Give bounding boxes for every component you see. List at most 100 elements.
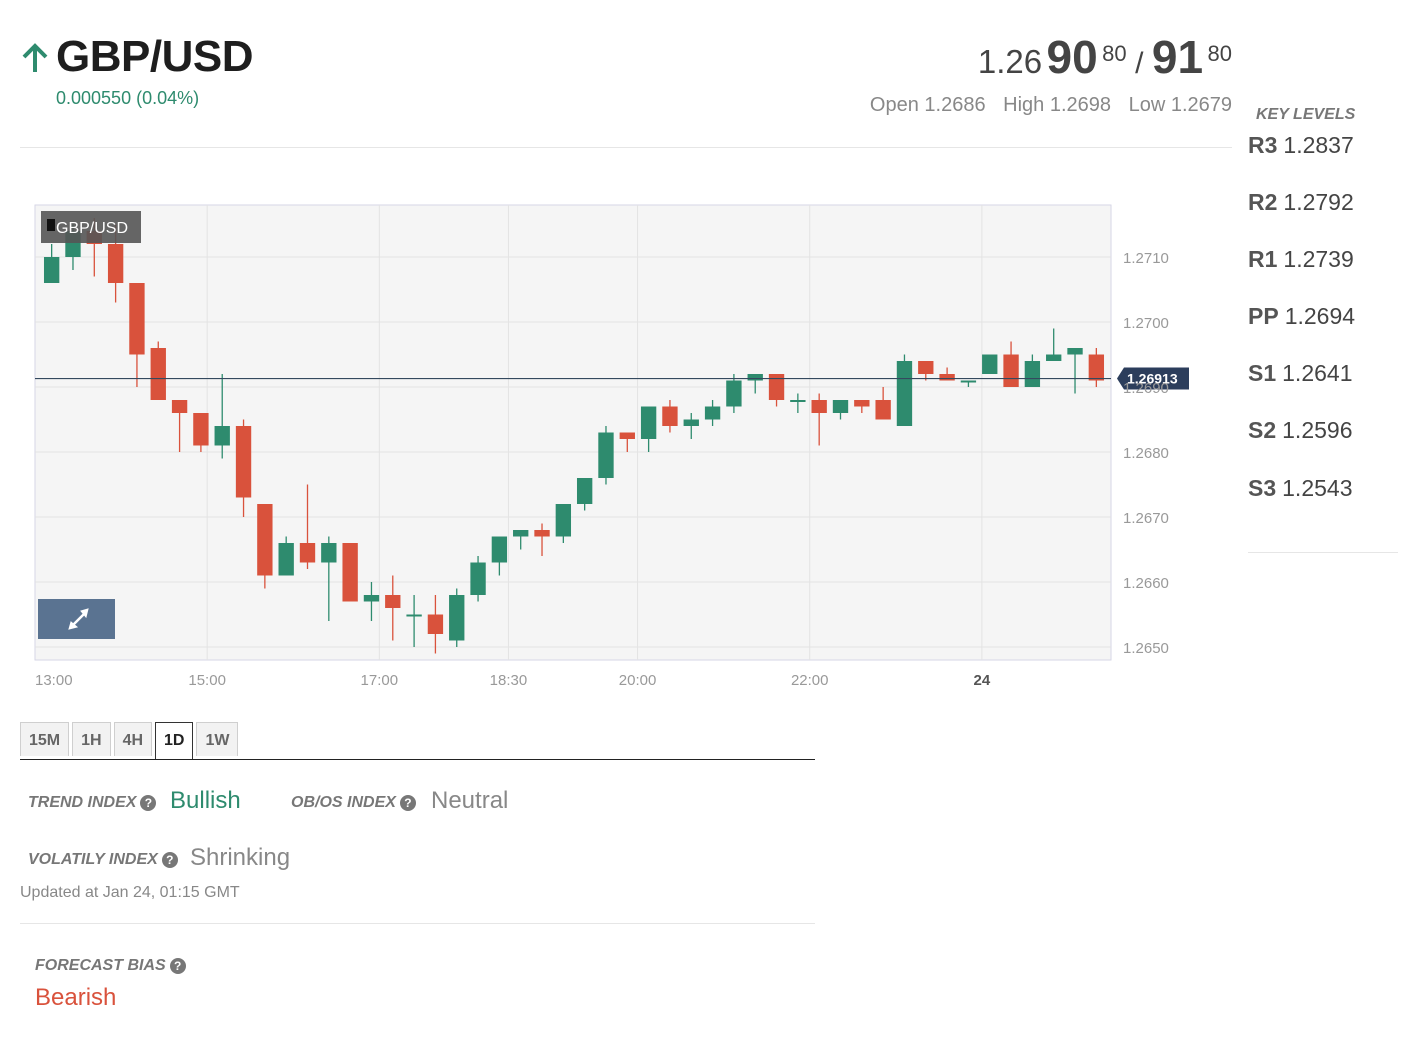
candle <box>704 400 721 426</box>
candle-body <box>321 543 337 563</box>
candle-body <box>790 400 806 402</box>
candle-body <box>896 361 913 426</box>
candle-body <box>982 354 998 374</box>
candle <box>960 380 977 387</box>
volatility-index-label: VOLATILY INDEX? <box>28 851 178 869</box>
candle <box>43 244 60 283</box>
key-level-name: R2 <box>1248 189 1278 215</box>
tab-4h[interactable]: 4H <box>113 722 153 756</box>
candle-body <box>1003 354 1019 387</box>
y-tick-label: 1.2670 <box>1123 510 1169 527</box>
candle <box>321 536 337 621</box>
tab-1w[interactable]: 1W <box>196 722 239 756</box>
candle <box>363 582 380 621</box>
forecast-bias-text: FORECAST BIAS <box>35 957 166 974</box>
key-level-s3: S3 1.2543 <box>1248 475 1353 502</box>
key-level-name: PP <box>1248 303 1279 329</box>
candle <box>171 400 188 452</box>
low-value: Low 1.2679 <box>1128 94 1232 116</box>
ask-big: 91 <box>1151 31 1204 83</box>
key-level-name: R1 <box>1248 246 1278 272</box>
candle <box>299 484 316 569</box>
candle-body <box>449 595 465 641</box>
question-icon[interactable]: ? <box>399 794 416 811</box>
tab-1h[interactable]: 1H <box>72 722 111 756</box>
candle <box>896 354 913 426</box>
candle <box>470 556 486 602</box>
candle <box>1046 328 1062 361</box>
candle <box>193 413 209 452</box>
candle <box>1067 348 1083 394</box>
key-levels-title: KEY LEVELS <box>1256 106 1356 123</box>
candle-body <box>1088 354 1105 381</box>
candle <box>982 354 998 374</box>
candle <box>576 478 593 511</box>
candle-body <box>576 478 593 504</box>
candle-body <box>470 562 486 595</box>
candle-body <box>107 244 124 283</box>
candle-body <box>513 530 529 537</box>
candle <box>747 374 763 394</box>
y-tick-label: 1.2700 <box>1123 315 1169 332</box>
arrow-up-icon <box>22 43 48 72</box>
key-level-name: R3 <box>1248 132 1278 158</box>
candle-body <box>171 400 188 413</box>
candle-body <box>214 426 230 446</box>
candle <box>662 400 678 433</box>
candle-body <box>150 348 166 400</box>
candle-body <box>342 543 358 602</box>
candle-body <box>1024 361 1041 387</box>
candle-body <box>534 530 550 537</box>
current-price-tag-shape <box>1117 367 1189 390</box>
y-tick-label: 1.2680 <box>1123 445 1169 462</box>
tab-1d[interactable]: 1D <box>155 722 194 760</box>
candle <box>427 595 444 654</box>
candle <box>854 400 870 413</box>
question-icon[interactable]: ? <box>161 851 178 868</box>
candle-body <box>555 504 572 537</box>
candle-body <box>640 406 657 439</box>
key-level-r1: R1 1.2739 <box>1248 246 1354 273</box>
candle <box>449 588 465 647</box>
bid-pip: 80 <box>1102 40 1127 66</box>
key-level-value: 1.2641 <box>1282 360 1353 386</box>
key-level-value: 1.2543 <box>1282 475 1353 501</box>
header-divider <box>20 147 1232 148</box>
candle <box>811 393 827 446</box>
high-value: High 1.2698 <box>1003 94 1112 116</box>
key-level-value: 1.2739 <box>1283 246 1354 272</box>
key-level-pp: PP 1.2694 <box>1248 303 1355 330</box>
timeframe-tabs: 15M 1H 4H 1D 1W <box>20 722 241 760</box>
question-icon[interactable]: ? <box>140 794 157 811</box>
x-tick-label: 22:00 <box>791 672 829 689</box>
x-tick-label: 18:30 <box>490 672 528 689</box>
key-level-value: 1.2694 <box>1284 303 1356 329</box>
obos-index-text: OB/OS INDEX <box>291 794 396 811</box>
trend-index-text: TREND INDEX <box>28 794 137 811</box>
candle-body <box>427 614 444 634</box>
candle-body <box>854 400 870 407</box>
candle-body <box>385 595 401 608</box>
expand-chart-button[interactable] <box>38 599 115 639</box>
key-level-value: 1.2837 <box>1283 132 1354 158</box>
key-level-name: S3 <box>1248 475 1277 501</box>
candlestick-chart[interactable]: 1.26913 1.27101.27001.26901.26801.26701.… <box>20 190 1220 700</box>
x-tick-label: 17:00 <box>361 672 399 689</box>
candle-body <box>918 361 934 374</box>
tab-15m[interactable]: 15M <box>20 722 70 756</box>
candle-body <box>960 380 977 383</box>
obos-index-label: OB/OS INDEX? <box>291 794 416 812</box>
candle <box>598 426 614 485</box>
forecast-bias-value: Bearish <box>35 984 117 1011</box>
open-high-low: Open 1.2686 High 1.2698 Low 1.2679 <box>858 94 1232 117</box>
bid-base: 1.26 <box>977 43 1043 80</box>
chart-title: GBP/USD <box>56 220 128 237</box>
chart-title-badge: GBP/USD <box>41 211 141 243</box>
key-levels-divider <box>1248 552 1398 553</box>
y-tick-label: 1.2650 <box>1123 640 1169 657</box>
bid-ask-quote: 1.26 90 80 / 91 80 <box>978 30 1232 84</box>
candle <box>683 413 699 439</box>
candle <box>1024 354 1041 387</box>
key-level-s2: S2 1.2596 <box>1248 417 1353 444</box>
question-icon[interactable]: ? <box>169 957 186 974</box>
